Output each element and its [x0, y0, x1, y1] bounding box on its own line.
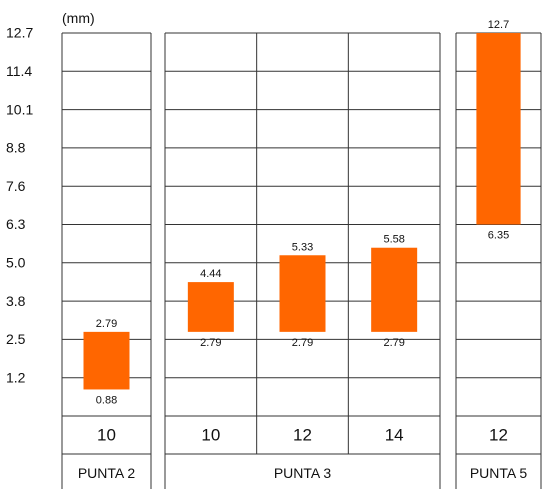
panel-punta-2: 2.79 0.88 10 PUNTA 2	[61, 32, 152, 489]
y-tick-label: 8.8	[6, 140, 26, 156]
category-label: 12	[293, 425, 312, 444]
bar-high-label: 4.44	[200, 268, 221, 280]
y-tick-label: 3.8	[6, 293, 26, 309]
category-label: 10	[97, 425, 116, 444]
range-bar	[476, 33, 521, 225]
y-tick-label: 2.5	[6, 331, 26, 347]
bar-low-label: 2.79	[200, 337, 221, 349]
range-bar	[187, 282, 234, 332]
bar-low-label: 6.35	[488, 230, 509, 242]
y-axis-ticks: 12.7 11.4 10.1 8.8 7.6 6.3 5.0 3.8 2.5 1.2	[6, 25, 33, 386]
range-bar	[83, 331, 130, 390]
y-tick-label: 1.2	[6, 369, 26, 385]
bar-low-label: 2.79	[292, 337, 313, 349]
bar-high-label: 12.7	[488, 19, 509, 31]
category-label: 14	[385, 425, 404, 444]
unit-label: (mm)	[62, 10, 95, 26]
y-tick-label: 10.1	[6, 101, 33, 117]
y-tick-label: 11.4	[6, 63, 32, 79]
panel-punta-3: 4.44 2.79 10 5.33 2.79 12 5.58 2.79 14 PUNTA 3	[164, 32, 441, 489]
range-bar	[279, 255, 326, 332]
group-label: PUNTA 5	[470, 465, 528, 481]
category-label: 10	[201, 425, 220, 444]
y-tick-label: 5.0	[6, 255, 26, 271]
bar-low-label: 2.79	[383, 337, 404, 349]
bar-low-label: 0.88	[96, 394, 117, 406]
chart-panels: 2.79 0.88 10 PUNTA 2 4.44 2.79 10 5.33 2.79 12 5.5…	[61, 19, 542, 489]
y-tick-label: 6.3	[6, 216, 26, 232]
category-label: 12	[489, 425, 508, 444]
range-bar	[371, 247, 418, 332]
panel-punta-5: 12.7 6.35 12 PUNTA 5	[455, 19, 542, 489]
bar-high-label: 2.79	[96, 318, 117, 330]
bar-high-label: 5.33	[292, 241, 313, 253]
y-tick-label: 7.6	[6, 178, 26, 194]
bar-high-label: 5.58	[383, 234, 404, 246]
y-tick-label: 12.7	[6, 25, 33, 41]
group-label: PUNTA 3	[274, 465, 332, 481]
group-label: PUNTA 2	[78, 465, 136, 481]
